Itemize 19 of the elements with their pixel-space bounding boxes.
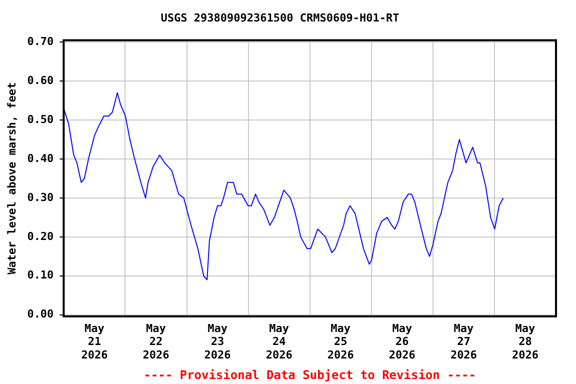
y-axis-title: Water level above marsh, feet <box>5 82 18 274</box>
y-tick-label: 0.60 <box>27 74 54 87</box>
x-tick-label: May 23 2026 <box>204 322 232 362</box>
y-tick-label: 0.10 <box>27 268 54 282</box>
y-tick-label: 0.20 <box>27 230 54 243</box>
y-tick-label: 0.70 <box>27 35 54 48</box>
x-tick-label: May 24 2026 <box>266 322 293 362</box>
x-tick-label: May 27 2026 <box>450 322 478 362</box>
y-tick-label: 0.50 <box>27 112 54 126</box>
text: ---- Provisional Data Subject to Revision ---- <box>144 368 476 382</box>
y-tick-label: 0.00 <box>27 308 54 321</box>
x-tick-label: May 22 2026 <box>142 322 170 362</box>
x-tick-label: May 21 2026 <box>81 322 108 362</box>
x-tick-label: May 26 2026 <box>388 322 416 362</box>
y-tick-label: 0.30 <box>27 190 54 204</box>
x-tick-label: May 28 2026 <box>512 322 539 362</box>
x-tick-label: May 25 2026 <box>327 322 354 362</box>
chart-title: USGS 293809092361500 CRMS0609-H01-RT <box>160 11 400 24</box>
y-tick-label: 0.40 <box>27 152 54 165</box>
